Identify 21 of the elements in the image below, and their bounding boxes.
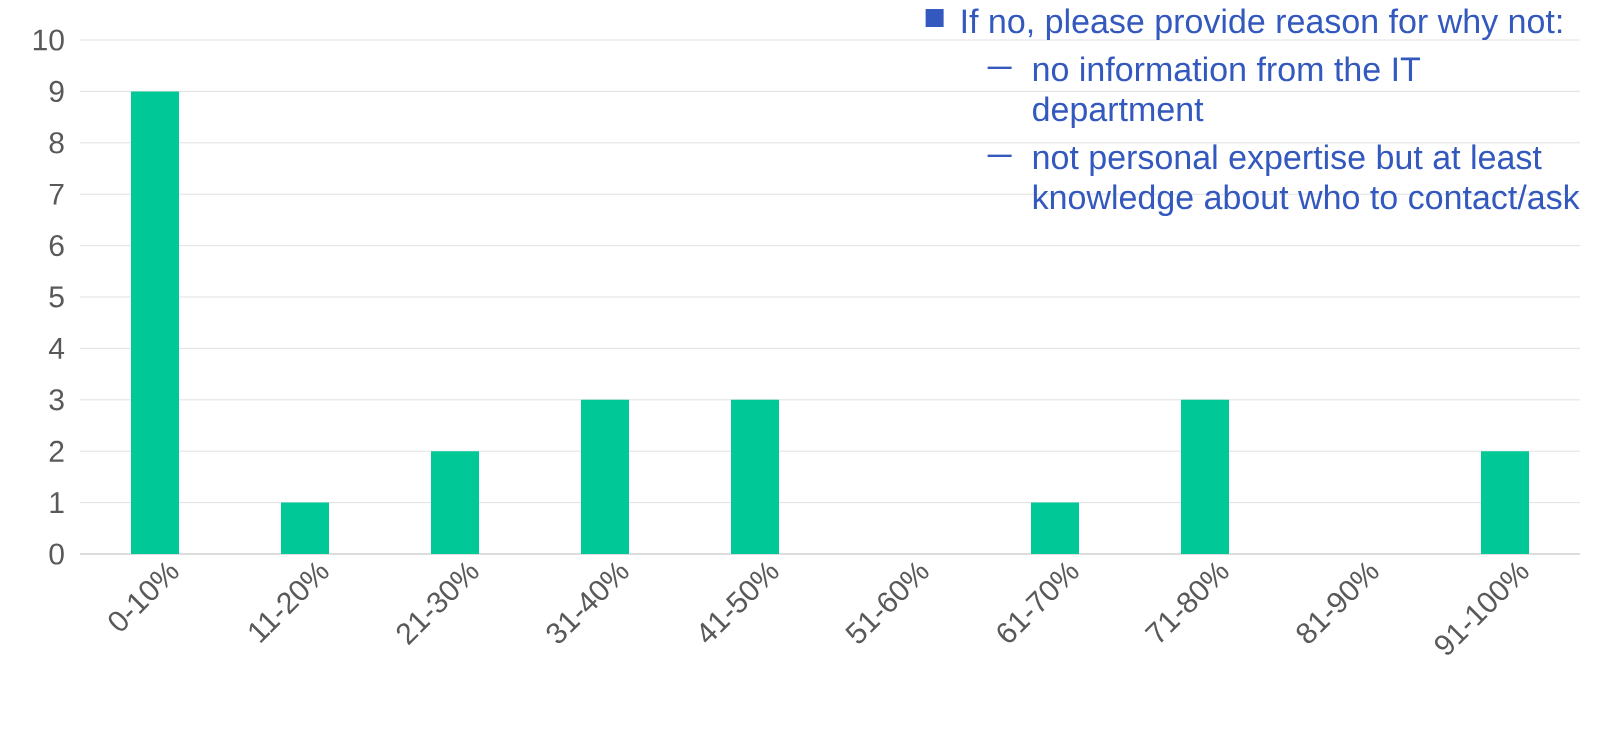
bar — [731, 399, 780, 554]
bar — [1181, 399, 1230, 554]
y-tick-label: 10 — [33, 29, 64, 51]
y-tick-label: 0 — [49, 543, 64, 565]
y-tick-label: 4 — [48, 338, 65, 359]
y-tick-label: 1 — [50, 492, 64, 513]
bar — [581, 399, 629, 554]
bar — [131, 91, 179, 554]
y-tick-label: 9 — [49, 80, 64, 102]
bar — [1481, 451, 1530, 554]
annotation: If no, please provide reason for why not: — [962, 8, 1562, 41]
y-tick-label: 7 — [49, 183, 64, 205]
y-tick-label: 5 — [49, 286, 64, 308]
bar — [431, 451, 479, 554]
y-tick-label: 6 — [49, 234, 64, 257]
y-tick-label: 8 — [49, 132, 64, 154]
y-tick-label: 3 — [49, 389, 64, 411]
bar — [281, 502, 329, 554]
y-tick-label: 2 — [49, 440, 64, 462]
bar — [1031, 502, 1080, 554]
annotation: not personal expertise but at least knowledge about who to contact/ask — [1033, 144, 1580, 217]
